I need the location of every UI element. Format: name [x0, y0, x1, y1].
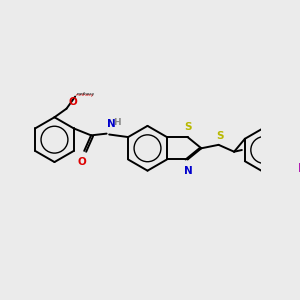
- Text: methoxy: methoxy: [77, 92, 95, 96]
- Text: I: I: [297, 163, 300, 176]
- Text: methoxy: methoxy: [76, 93, 94, 97]
- Text: O: O: [77, 157, 86, 167]
- Text: H: H: [112, 118, 120, 127]
- Text: S: S: [217, 130, 224, 140]
- Text: S: S: [185, 122, 192, 132]
- Text: N: N: [107, 119, 116, 129]
- Text: N: N: [184, 166, 193, 176]
- Text: O: O: [68, 97, 77, 107]
